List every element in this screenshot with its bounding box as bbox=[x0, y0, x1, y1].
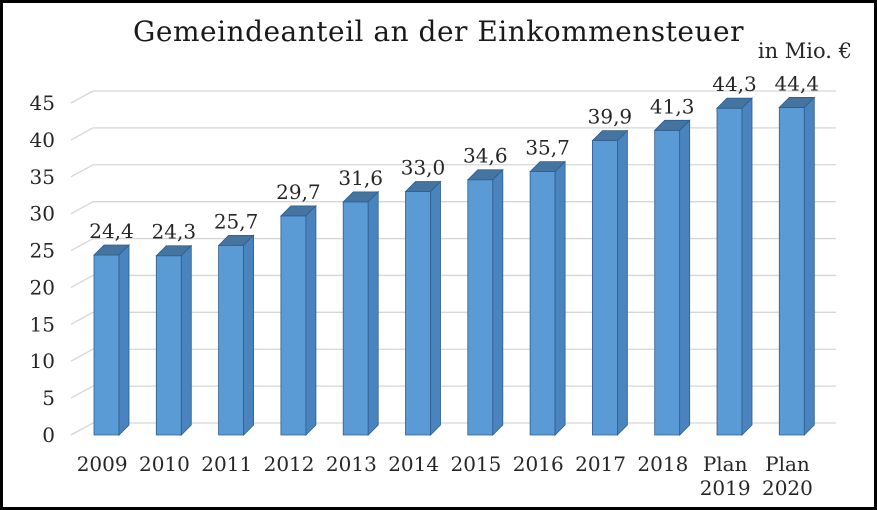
x-axis-tick-label: 2018 bbox=[637, 452, 688, 476]
bar-value-label: 44,4 bbox=[775, 71, 820, 95]
bar-value-label: 33,0 bbox=[401, 156, 446, 180]
bar-front-plan-2019 bbox=[716, 107, 743, 436]
bar-value-label: 29,7 bbox=[276, 180, 321, 204]
gridline bbox=[70, 274, 836, 289]
bar-front-2015 bbox=[467, 179, 494, 436]
bar-side-face bbox=[243, 234, 254, 436]
bar-front-2013 bbox=[342, 201, 369, 436]
gridline bbox=[70, 164, 836, 178]
bar-side-face bbox=[367, 190, 379, 436]
x-axis-tick-label: 2010 bbox=[139, 452, 190, 476]
y-axis-tick-label: 30 bbox=[30, 202, 55, 226]
chart-title: Gemeindeanteil an der Einkommensteuer bbox=[133, 15, 744, 48]
bar-front-2010 bbox=[155, 255, 182, 436]
x-axis-tick-label: 2017 bbox=[575, 452, 626, 476]
bar-value-label: 41,3 bbox=[650, 94, 695, 118]
bar-value-label: 24,4 bbox=[89, 219, 134, 243]
bar-front-2014 bbox=[405, 191, 431, 436]
y-axis-tick-label: 5 bbox=[42, 386, 55, 410]
gridline bbox=[70, 201, 836, 215]
gridline bbox=[70, 311, 836, 325]
bar-side-face bbox=[180, 244, 192, 436]
bar-side-face bbox=[554, 160, 566, 436]
y-axis-tick-label: 20 bbox=[30, 275, 55, 299]
x-axis-tick-label: Plan bbox=[703, 452, 748, 476]
bar-side-face bbox=[803, 96, 815, 436]
x-axis-tick-label: 2011 bbox=[201, 452, 252, 476]
x-axis-tick-label: 2012 bbox=[264, 452, 315, 476]
x-axis-tick-label: 2016 bbox=[513, 452, 564, 476]
y-axis-tick-label: 0 bbox=[42, 423, 55, 447]
bar-side-face bbox=[492, 168, 504, 436]
bar-front-2016 bbox=[529, 171, 556, 436]
x-axis-tick-label: Plan bbox=[765, 452, 810, 476]
x-axis-tick-label: 2009 bbox=[77, 452, 128, 476]
bar-front-2011 bbox=[218, 244, 244, 436]
x-axis-tick-label: 2015 bbox=[450, 452, 501, 476]
bar-front-2017 bbox=[592, 140, 618, 436]
y-axis-tick-label: 10 bbox=[30, 349, 55, 373]
gridline bbox=[70, 348, 836, 362]
unit-label: in Mio. € bbox=[757, 39, 852, 63]
bar-side-face bbox=[741, 97, 753, 436]
y-axis-tick-label: 15 bbox=[30, 312, 55, 336]
gridline bbox=[70, 237, 836, 252]
bar-chart: 0 5 10 15 20 25 30 35 40 45 24,4 2009 24,3 2010 25,7 20… bbox=[30, 71, 836, 500]
bar-value-label: 31,6 bbox=[338, 166, 383, 190]
bar-front-2018 bbox=[654, 129, 681, 436]
x-axis-tick-label: 2020 bbox=[762, 476, 813, 500]
gridline bbox=[70, 422, 836, 436]
gridline bbox=[70, 127, 836, 141]
gridline bbox=[70, 385, 836, 399]
bar-value-label: 44,3 bbox=[712, 72, 757, 96]
bar-value-label: 35,7 bbox=[525, 136, 570, 160]
y-axis-tick-label: 40 bbox=[30, 128, 55, 152]
bar-front-2012 bbox=[280, 215, 307, 436]
x-axis-tick-label: 2014 bbox=[388, 452, 439, 476]
x-axis-tick-label: 2013 bbox=[326, 452, 377, 476]
bar-side-face bbox=[118, 244, 130, 436]
y-axis-tick-label: 35 bbox=[30, 165, 55, 189]
y-axis-tick-label: 45 bbox=[30, 91, 55, 115]
gridline bbox=[70, 90, 836, 104]
bar-value-label: 34,6 bbox=[463, 144, 508, 168]
bar-front-2009 bbox=[93, 254, 120, 436]
bar-value-label: 24,3 bbox=[152, 220, 197, 244]
x-axis-tick-label: 2019 bbox=[700, 476, 751, 500]
y-axis-tick-label: 25 bbox=[30, 239, 55, 263]
bar-front-plan-2020 bbox=[778, 107, 805, 436]
bar-side-face bbox=[679, 119, 691, 436]
bar-value-label: 25,7 bbox=[214, 209, 259, 233]
bar-side-face bbox=[305, 204, 317, 436]
bar-side-face bbox=[430, 180, 441, 436]
bar-side-face bbox=[617, 129, 628, 436]
bar-value-label: 39,9 bbox=[588, 105, 633, 129]
